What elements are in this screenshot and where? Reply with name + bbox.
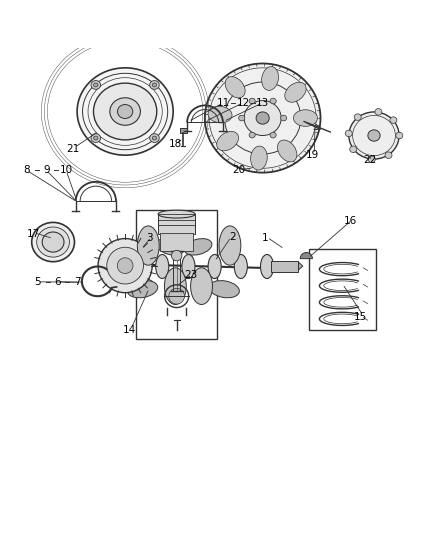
Ellipse shape: [91, 80, 101, 90]
FancyBboxPatch shape: [180, 128, 187, 133]
Text: 13: 13: [256, 98, 269, 108]
Text: 1: 1: [261, 233, 268, 243]
Polygon shape: [298, 262, 303, 270]
Ellipse shape: [249, 98, 255, 104]
Text: 9: 9: [43, 165, 50, 175]
FancyBboxPatch shape: [160, 233, 193, 251]
Text: 5: 5: [35, 277, 41, 287]
Ellipse shape: [209, 280, 239, 298]
Ellipse shape: [93, 83, 157, 140]
Circle shape: [171, 251, 182, 261]
Ellipse shape: [205, 63, 321, 173]
Ellipse shape: [42, 232, 64, 252]
Ellipse shape: [350, 146, 357, 152]
Text: 22: 22: [363, 155, 376, 165]
Ellipse shape: [225, 77, 245, 98]
Ellipse shape: [91, 134, 101, 142]
Ellipse shape: [270, 132, 276, 138]
Ellipse shape: [208, 254, 221, 279]
Ellipse shape: [158, 210, 195, 218]
Ellipse shape: [278, 140, 297, 162]
Text: 6: 6: [54, 277, 61, 287]
Text: 11: 11: [217, 98, 230, 108]
Ellipse shape: [152, 83, 157, 87]
Ellipse shape: [249, 132, 255, 138]
Ellipse shape: [184, 239, 212, 255]
Ellipse shape: [239, 115, 245, 121]
Ellipse shape: [217, 132, 239, 151]
Ellipse shape: [354, 114, 361, 120]
Text: 3: 3: [146, 233, 152, 243]
Text: 15: 15: [354, 312, 367, 322]
Text: 10: 10: [60, 165, 73, 175]
Ellipse shape: [110, 98, 141, 125]
Text: 12: 12: [237, 98, 250, 108]
Ellipse shape: [293, 110, 318, 126]
Text: 16: 16: [343, 216, 357, 225]
Text: 18: 18: [169, 139, 182, 149]
Ellipse shape: [368, 130, 380, 141]
Text: 17: 17: [27, 229, 40, 239]
Circle shape: [98, 239, 152, 293]
Text: 20: 20: [232, 165, 245, 175]
Ellipse shape: [117, 104, 133, 118]
Ellipse shape: [150, 134, 159, 142]
Circle shape: [107, 247, 144, 284]
Ellipse shape: [152, 136, 157, 140]
Text: 8: 8: [24, 165, 30, 175]
Ellipse shape: [127, 254, 141, 279]
FancyBboxPatch shape: [158, 214, 195, 234]
Ellipse shape: [244, 101, 281, 135]
Ellipse shape: [155, 254, 169, 279]
Wedge shape: [300, 253, 312, 259]
Ellipse shape: [94, 136, 98, 140]
Text: 19: 19: [306, 150, 319, 160]
Ellipse shape: [164, 268, 186, 304]
Circle shape: [117, 258, 133, 273]
Ellipse shape: [396, 132, 403, 139]
Ellipse shape: [234, 254, 247, 279]
Ellipse shape: [270, 98, 276, 104]
Ellipse shape: [349, 112, 399, 159]
FancyBboxPatch shape: [272, 261, 298, 272]
Ellipse shape: [77, 68, 173, 155]
Ellipse shape: [390, 117, 397, 123]
Ellipse shape: [127, 280, 158, 298]
Text: 14: 14: [123, 325, 136, 335]
Ellipse shape: [37, 227, 70, 257]
Text: 23: 23: [184, 270, 197, 280]
Ellipse shape: [94, 83, 98, 87]
Ellipse shape: [281, 115, 287, 121]
Ellipse shape: [182, 254, 195, 279]
Ellipse shape: [156, 239, 184, 255]
Ellipse shape: [32, 222, 74, 262]
Ellipse shape: [138, 226, 159, 265]
Ellipse shape: [251, 146, 267, 170]
Ellipse shape: [256, 112, 269, 124]
Ellipse shape: [208, 106, 232, 123]
Text: 2: 2: [229, 232, 235, 242]
Text: 7: 7: [74, 277, 81, 287]
Ellipse shape: [375, 109, 382, 115]
Ellipse shape: [385, 152, 392, 158]
Ellipse shape: [150, 80, 159, 90]
Ellipse shape: [261, 67, 279, 91]
Ellipse shape: [261, 254, 274, 279]
Ellipse shape: [219, 226, 241, 265]
Circle shape: [169, 288, 184, 304]
Text: 21: 21: [66, 143, 79, 154]
Ellipse shape: [345, 130, 352, 136]
Ellipse shape: [285, 82, 306, 102]
Ellipse shape: [368, 156, 375, 163]
Ellipse shape: [191, 268, 212, 304]
